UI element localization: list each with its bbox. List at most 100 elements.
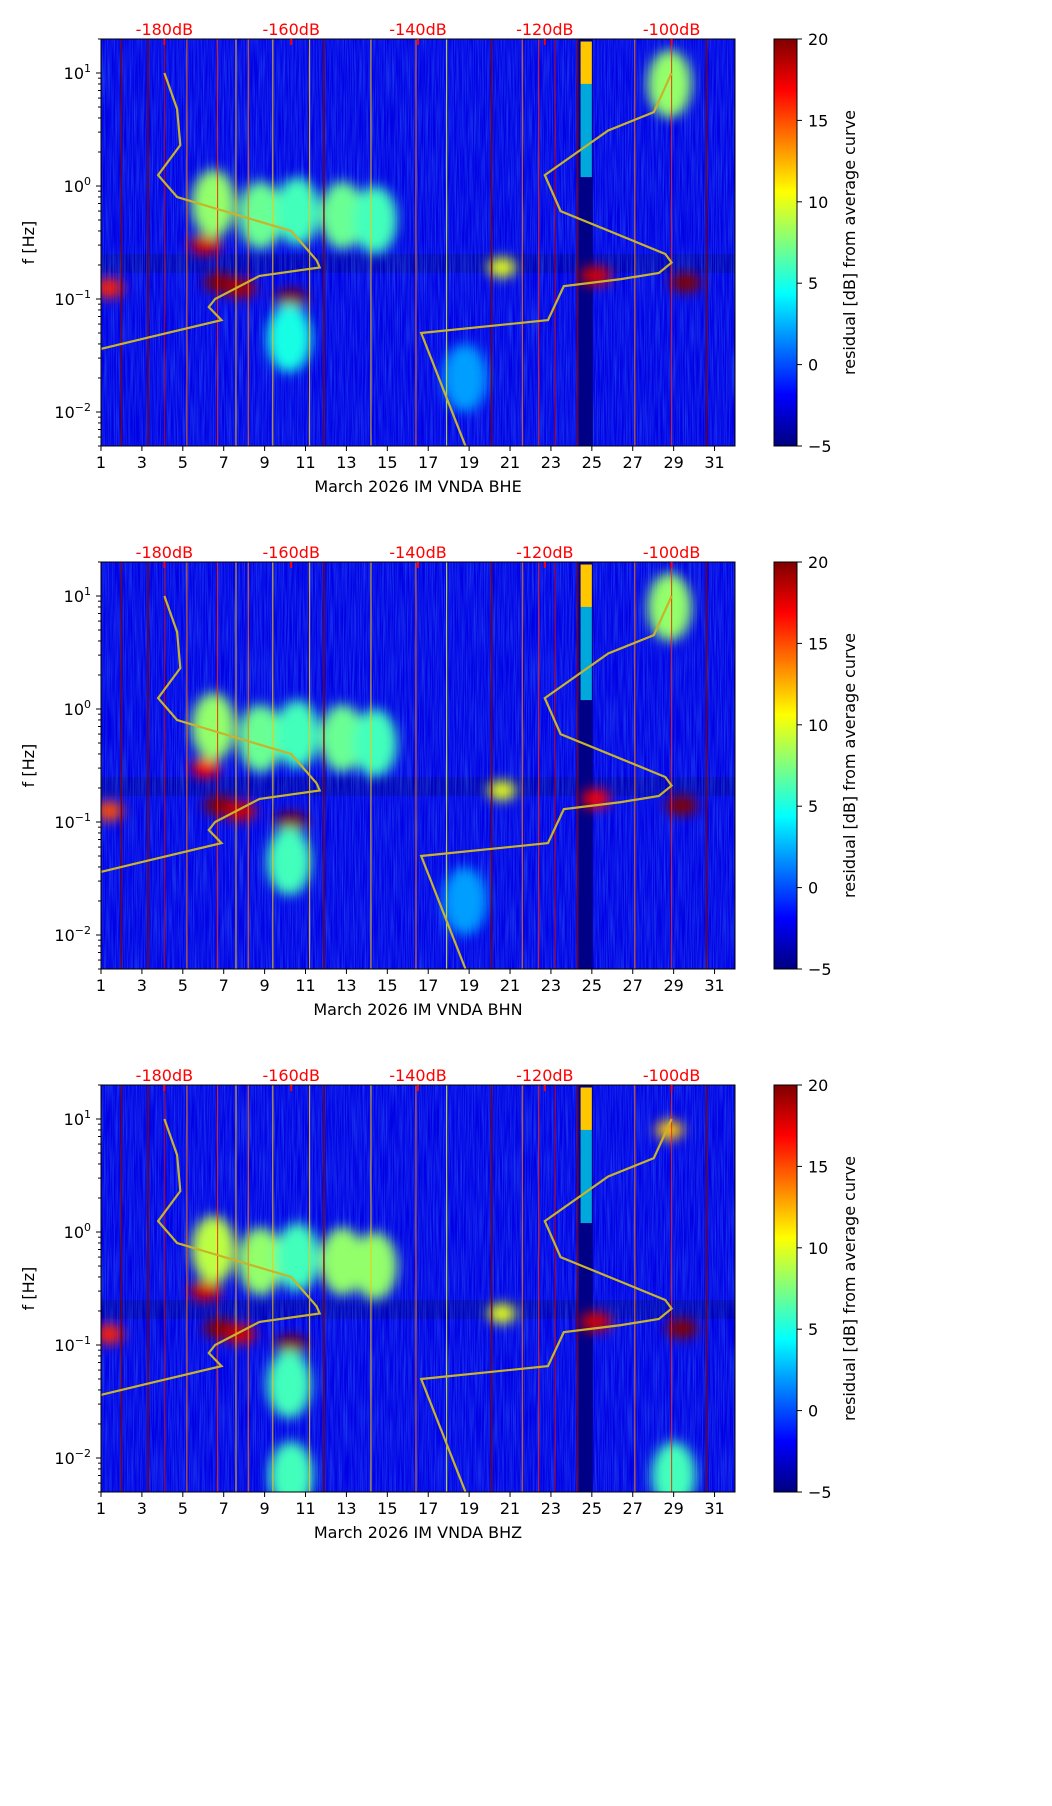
gap-mid-band bbox=[580, 83, 592, 178]
gap-high-band bbox=[580, 1087, 592, 1130]
y-axis-label: f [Hz] bbox=[19, 1267, 38, 1311]
x-tick-label: 3 bbox=[137, 976, 147, 995]
y-tick-base: 10 bbox=[54, 290, 74, 309]
db-label: -100dB bbox=[643, 1066, 700, 1085]
gap-high-band bbox=[580, 41, 592, 84]
y-tick-exp: −1 bbox=[75, 811, 91, 824]
x-axis-label: March 2026 IM VNDA BHZ bbox=[314, 1523, 522, 1542]
feature-blob bbox=[320, 704, 365, 773]
feature-blob bbox=[487, 780, 516, 801]
db-label: -120dB bbox=[516, 1066, 573, 1085]
colorbar bbox=[773, 38, 798, 447]
db-label: -160dB bbox=[262, 20, 319, 39]
feature-blob bbox=[665, 1318, 698, 1339]
feature-blob bbox=[353, 1232, 398, 1301]
x-tick-label: 1 bbox=[96, 976, 106, 995]
x-tick-label: 15 bbox=[377, 1499, 397, 1518]
db-label: -180dB bbox=[136, 20, 193, 39]
x-tick-label: 21 bbox=[500, 976, 520, 995]
db-label: -180dB bbox=[136, 543, 193, 562]
y-tick-exp: −2 bbox=[75, 1447, 91, 1460]
x-tick-label: 1 bbox=[96, 453, 106, 472]
x-tick-label: 1 bbox=[96, 1499, 106, 1518]
x-tick-label: 9 bbox=[260, 976, 270, 995]
y-tick-label: 101 bbox=[64, 62, 91, 83]
x-tick-label: 25 bbox=[582, 1499, 602, 1518]
x-tick-label: 17 bbox=[418, 976, 438, 995]
y-tick-base: 10 bbox=[64, 1223, 84, 1242]
db-label: -140dB bbox=[389, 543, 446, 562]
db-label: -160dB bbox=[262, 1066, 319, 1085]
feature-blob bbox=[275, 288, 308, 309]
feature-blob bbox=[275, 811, 308, 832]
x-tick-label: 29 bbox=[663, 453, 683, 472]
x-tick-label: 31 bbox=[704, 1499, 724, 1518]
x-tick-label: 23 bbox=[541, 976, 561, 995]
plot-area bbox=[101, 1085, 735, 1492]
plot-area bbox=[101, 39, 735, 446]
y-axis-label: f [Hz] bbox=[19, 221, 38, 265]
x-tick-label: 29 bbox=[663, 976, 683, 995]
db-label: -140dB bbox=[389, 1066, 446, 1085]
feature-blob bbox=[647, 572, 692, 641]
x-tick-label: 13 bbox=[336, 1499, 356, 1518]
y-tick-label: 10−1 bbox=[54, 811, 91, 832]
colorbar-tick-label: 20 bbox=[808, 30, 828, 49]
x-tick-label: 27 bbox=[623, 1499, 643, 1518]
x-tick-label: 11 bbox=[295, 1499, 315, 1518]
y-tick-label: 101 bbox=[64, 1108, 91, 1129]
x-tick-label: 13 bbox=[336, 976, 356, 995]
colorbar-tick-label: 0 bbox=[808, 356, 818, 375]
feature-blob bbox=[275, 177, 320, 246]
y-tick-base: 10 bbox=[64, 1110, 84, 1129]
x-tick-label: 3 bbox=[137, 1499, 147, 1518]
y-tick-exp: −2 bbox=[75, 401, 91, 414]
colorbar-tick-label: 10 bbox=[808, 716, 828, 735]
y-tick-base: 10 bbox=[54, 403, 74, 422]
gap-mid-band bbox=[580, 1129, 592, 1224]
lnm-curve bbox=[101, 1118, 322, 1396]
y-tick-label: 100 bbox=[64, 1221, 91, 1242]
x-tick-label: 7 bbox=[219, 453, 229, 472]
db-label: -160dB bbox=[262, 543, 319, 562]
feature-blob bbox=[487, 1303, 516, 1324]
y-tick-label: 10−2 bbox=[54, 401, 91, 422]
y-tick-label: 101 bbox=[64, 585, 91, 606]
x-tick-label: 9 bbox=[260, 453, 270, 472]
feature-blob bbox=[267, 827, 312, 896]
feature-blob bbox=[443, 866, 488, 935]
y-tick-label: 100 bbox=[64, 698, 91, 719]
x-tick-label: 11 bbox=[295, 976, 315, 995]
feature-blob bbox=[320, 181, 365, 250]
y-tick-label: 100 bbox=[64, 175, 91, 196]
feature-blob bbox=[353, 709, 398, 778]
colorbar-tick-label: 5 bbox=[808, 274, 818, 293]
feature-blob bbox=[189, 1281, 222, 1302]
gap-mid-band bbox=[580, 606, 592, 701]
colorbar-tick-label: 0 bbox=[808, 879, 818, 898]
x-tick-label: 19 bbox=[459, 1499, 479, 1518]
feature-blob bbox=[487, 257, 516, 278]
feature-blob bbox=[101, 801, 124, 822]
db-label: -120dB bbox=[516, 543, 573, 562]
db-label: -100dB bbox=[643, 543, 700, 562]
colorbar-tick-label: 15 bbox=[808, 1157, 828, 1176]
x-tick-label: 21 bbox=[500, 453, 520, 472]
colorbar-tick-label: −5 bbox=[808, 960, 832, 979]
colorbar-tick-label: 20 bbox=[808, 553, 828, 572]
x-tick-label: 29 bbox=[663, 1499, 683, 1518]
colorbar-tick-label: 20 bbox=[808, 1076, 828, 1095]
y-tick-base: 10 bbox=[64, 587, 84, 606]
colorbar-tick-label: 0 bbox=[808, 1402, 818, 1421]
x-tick-label: 11 bbox=[295, 453, 315, 472]
y-tick-label: 10−1 bbox=[54, 288, 91, 309]
feature-blob bbox=[320, 1227, 365, 1296]
y-tick-base: 10 bbox=[54, 1449, 74, 1468]
feature-blob bbox=[647, 49, 692, 118]
feature-blob bbox=[238, 181, 283, 250]
x-tick-label: 15 bbox=[377, 976, 397, 995]
feature-blob bbox=[267, 1350, 312, 1419]
feature-layer bbox=[101, 572, 698, 935]
colorbar bbox=[773, 561, 798, 970]
